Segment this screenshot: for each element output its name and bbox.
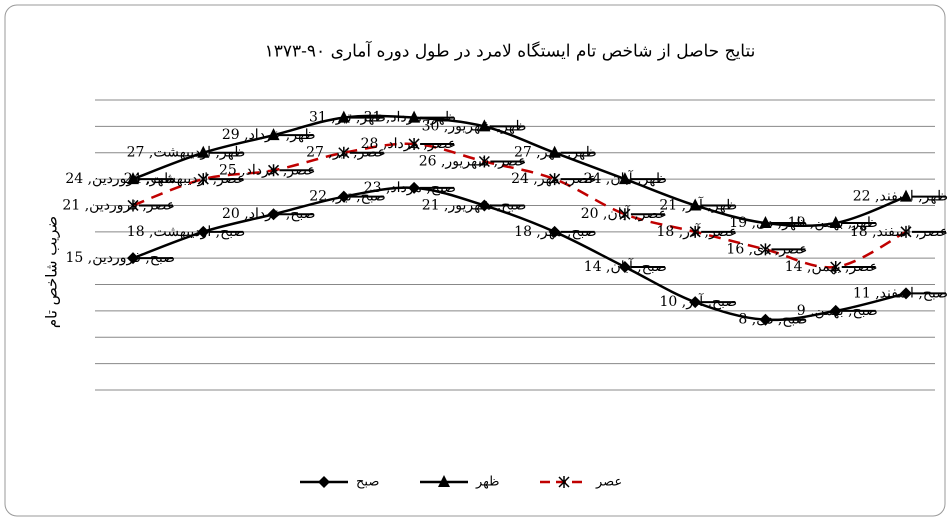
marker bbox=[197, 173, 209, 186]
data-label: عصر, اردیبهشت, 24 bbox=[124, 171, 246, 187]
marker bbox=[900, 225, 912, 238]
marker bbox=[318, 476, 330, 488]
marker bbox=[829, 216, 842, 229]
data-label: عصر, تیر, 27 bbox=[306, 145, 386, 161]
data-label: صبح, شهریور, 21 bbox=[422, 197, 527, 213]
data-label: عصر, بهمن, 14 bbox=[785, 259, 878, 275]
data-label: عصر, شهریور, 26 bbox=[419, 154, 527, 170]
data-label: عصر, فروردین, 21 bbox=[62, 197, 175, 213]
data-label: صبح, فروردین, 15 bbox=[65, 250, 175, 266]
chart-border bbox=[4, 4, 946, 517]
marker bbox=[127, 172, 139, 185]
data-label: صبح, بهمن, 9 bbox=[797, 303, 878, 319]
marker bbox=[759, 216, 772, 229]
marker bbox=[408, 110, 421, 123]
marker bbox=[337, 110, 350, 123]
data-label: صبح, اسفند, 11 bbox=[853, 285, 948, 301]
marker bbox=[408, 181, 421, 194]
marker bbox=[619, 208, 631, 221]
data-label: صبح, دی, 8 bbox=[738, 312, 807, 328]
marker bbox=[267, 208, 280, 221]
data-label: ظهر, اردیبهشت, 27 bbox=[127, 145, 246, 161]
data-label: صبح, مهر, 18 bbox=[514, 224, 596, 240]
data-label: صبح, خرداد, 20 bbox=[222, 206, 316, 222]
marker bbox=[338, 146, 350, 159]
marker bbox=[900, 189, 912, 202]
marker bbox=[478, 199, 491, 212]
marker bbox=[618, 260, 631, 273]
data-label: صبح, آذر, 10 bbox=[660, 292, 738, 310]
marker bbox=[829, 304, 842, 317]
series-line bbox=[132, 142, 907, 269]
legend-label: ظهر bbox=[475, 475, 500, 490]
marker bbox=[408, 137, 420, 150]
data-label: ظهر, بهمن, 19 bbox=[788, 215, 878, 231]
data-label: صبح, اردیبهشت, 18 bbox=[127, 224, 245, 240]
marker bbox=[549, 173, 561, 186]
data-label: ظهر, مرداد, 31 bbox=[364, 110, 457, 126]
data-label: عصر, آذر, 18 bbox=[656, 222, 737, 240]
marker bbox=[689, 198, 702, 211]
marker bbox=[127, 252, 139, 265]
chart-title: نتایج حاصل از شاخص تام ایستگاه لامرد در … bbox=[265, 40, 756, 62]
marker bbox=[548, 225, 561, 238]
marker bbox=[478, 119, 491, 132]
data-label: ظهر, آبان, 24 bbox=[584, 169, 667, 187]
marker bbox=[337, 190, 350, 203]
data-label: ظهر, فروردین, 24 bbox=[65, 171, 175, 187]
data-label: عصر, آبان, 20 bbox=[581, 204, 667, 222]
data-label: ظهر, شهریور, 30 bbox=[422, 118, 527, 134]
marker bbox=[127, 199, 139, 212]
data-label: ظهر, خرداد, 29 bbox=[222, 127, 316, 143]
data-label: عصر, اسفند, 18 bbox=[850, 224, 948, 240]
data-label: ظهر, آذر, 21 bbox=[659, 195, 737, 213]
marker bbox=[689, 225, 701, 238]
data-label: ظهر, اسفند, 22 bbox=[853, 189, 948, 205]
data-label: عصر, خرداد, 25 bbox=[219, 162, 316, 178]
marker bbox=[438, 475, 450, 487]
marker bbox=[197, 225, 210, 238]
marker bbox=[558, 476, 570, 488]
data-label: صبح, آبان, 14 bbox=[584, 257, 667, 275]
data-label: ظهر, مهر, 27 bbox=[514, 145, 597, 161]
y-axis-title: ضریب شاخص تام bbox=[43, 216, 61, 328]
marker bbox=[548, 145, 561, 158]
legend-label: صبح bbox=[356, 475, 379, 490]
marker bbox=[618, 172, 631, 185]
marker bbox=[900, 287, 912, 300]
data-label: عصر, دی, 16 bbox=[726, 241, 807, 257]
marker bbox=[830, 260, 842, 273]
marker bbox=[268, 164, 280, 177]
data-label: عصر, مهر, 24 bbox=[511, 171, 597, 187]
marker bbox=[689, 296, 702, 309]
legend-label: عصر bbox=[595, 475, 622, 490]
marker bbox=[197, 145, 210, 158]
data-label: ظهر, تیر, 31 bbox=[309, 110, 386, 126]
data-label: صبح, تیر, 22 bbox=[309, 189, 386, 205]
marker bbox=[478, 155, 490, 168]
marker bbox=[759, 313, 772, 326]
data-label: عصر, مرداد, 28 bbox=[361, 136, 456, 152]
marker bbox=[267, 128, 280, 141]
data-label: صبح, مرداد, 23 bbox=[364, 180, 456, 196]
data-label: ظهر, دی, 19 bbox=[729, 215, 807, 231]
marker bbox=[759, 243, 771, 256]
